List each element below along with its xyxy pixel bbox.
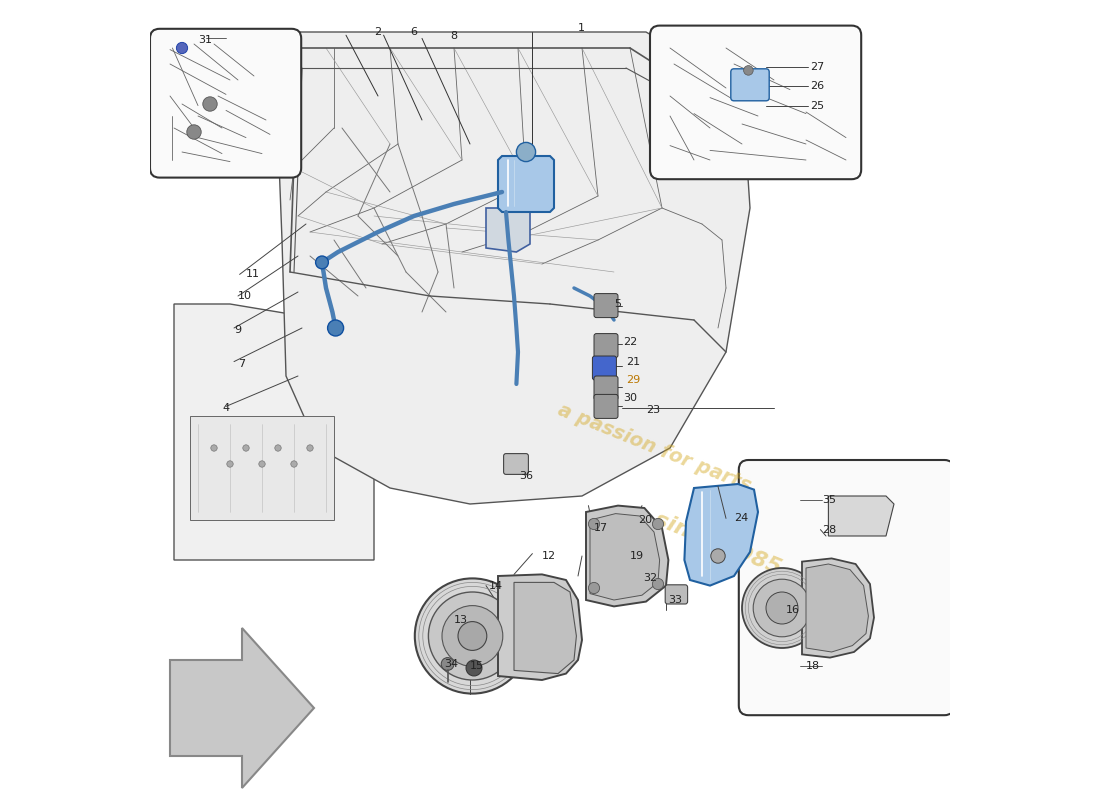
FancyBboxPatch shape: [150, 29, 301, 178]
Text: 19: 19: [630, 551, 645, 561]
Text: a passion for parts: a passion for parts: [554, 401, 754, 495]
FancyBboxPatch shape: [594, 376, 618, 400]
Polygon shape: [486, 208, 530, 252]
Circle shape: [227, 461, 233, 467]
Text: 29: 29: [626, 375, 640, 385]
FancyBboxPatch shape: [504, 454, 528, 474]
Text: 32: 32: [642, 573, 657, 582]
Text: 7: 7: [238, 359, 245, 369]
FancyBboxPatch shape: [730, 69, 769, 101]
FancyBboxPatch shape: [593, 356, 616, 380]
FancyBboxPatch shape: [666, 585, 688, 604]
Text: 23: 23: [646, 405, 660, 414]
Text: 6: 6: [410, 27, 417, 37]
Circle shape: [588, 582, 600, 594]
Circle shape: [766, 592, 797, 624]
Text: 30: 30: [624, 394, 638, 403]
Polygon shape: [170, 628, 314, 788]
FancyBboxPatch shape: [739, 460, 954, 715]
Text: 13: 13: [454, 615, 467, 625]
Text: 24: 24: [734, 514, 748, 523]
Circle shape: [243, 445, 250, 451]
Text: 27: 27: [810, 62, 824, 72]
Text: 5: 5: [614, 299, 622, 309]
Text: 1: 1: [578, 23, 585, 33]
Circle shape: [652, 518, 663, 530]
Text: 34: 34: [444, 659, 459, 669]
Circle shape: [275, 445, 282, 451]
Polygon shape: [590, 514, 660, 600]
Text: 28: 28: [822, 525, 836, 534]
Text: 15: 15: [470, 661, 484, 670]
Text: 21: 21: [626, 357, 640, 366]
Text: 36: 36: [519, 471, 534, 481]
Circle shape: [428, 592, 516, 680]
Text: 31: 31: [198, 35, 212, 45]
FancyBboxPatch shape: [594, 394, 618, 418]
Text: 22: 22: [624, 338, 638, 347]
Text: since 1985: since 1985: [651, 510, 784, 578]
Polygon shape: [514, 582, 576, 674]
Polygon shape: [190, 416, 334, 520]
Polygon shape: [802, 558, 874, 658]
Text: 12: 12: [542, 551, 557, 561]
Circle shape: [754, 579, 811, 637]
Circle shape: [442, 606, 503, 666]
Polygon shape: [274, 32, 750, 504]
Text: 35: 35: [822, 495, 836, 505]
FancyBboxPatch shape: [650, 26, 861, 179]
Circle shape: [290, 461, 297, 467]
Text: 9: 9: [234, 325, 241, 334]
FancyBboxPatch shape: [594, 334, 618, 358]
Text: 33: 33: [669, 595, 682, 605]
Circle shape: [588, 518, 600, 530]
Text: 11: 11: [246, 270, 260, 279]
Polygon shape: [684, 484, 758, 586]
Polygon shape: [828, 496, 894, 536]
Text: 4: 4: [222, 403, 229, 413]
Polygon shape: [174, 304, 374, 560]
Circle shape: [441, 658, 454, 670]
Circle shape: [307, 445, 314, 451]
Polygon shape: [498, 574, 582, 680]
Circle shape: [458, 622, 487, 650]
Polygon shape: [586, 506, 669, 606]
Text: 20: 20: [638, 515, 652, 525]
Circle shape: [328, 320, 343, 336]
Text: 18: 18: [806, 661, 821, 670]
Circle shape: [711, 549, 725, 563]
Text: 10: 10: [238, 291, 252, 301]
Circle shape: [211, 445, 217, 451]
Polygon shape: [498, 156, 554, 212]
Circle shape: [316, 256, 329, 269]
Text: 2: 2: [374, 27, 381, 37]
Circle shape: [742, 568, 822, 648]
Circle shape: [176, 42, 188, 54]
Circle shape: [466, 660, 482, 676]
Circle shape: [202, 97, 217, 111]
Circle shape: [516, 142, 536, 162]
Text: 25: 25: [810, 101, 824, 110]
Text: 16: 16: [786, 605, 800, 614]
Circle shape: [415, 578, 530, 694]
Text: 14: 14: [488, 581, 503, 590]
Text: 8: 8: [450, 31, 458, 41]
Circle shape: [187, 125, 201, 139]
Polygon shape: [806, 564, 868, 652]
FancyBboxPatch shape: [594, 294, 618, 318]
Text: 26: 26: [810, 82, 824, 91]
Circle shape: [652, 578, 663, 590]
Circle shape: [258, 461, 265, 467]
Text: 17: 17: [594, 523, 608, 533]
Circle shape: [744, 66, 754, 75]
